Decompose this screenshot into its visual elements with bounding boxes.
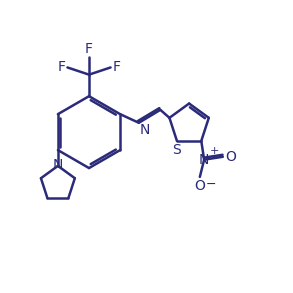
- Text: S: S: [172, 143, 181, 157]
- Text: F: F: [85, 42, 93, 56]
- Text: F: F: [113, 60, 121, 74]
- Text: N: N: [199, 153, 209, 167]
- Text: −: −: [206, 178, 216, 191]
- Text: O: O: [194, 179, 205, 193]
- Text: O: O: [225, 150, 236, 164]
- Text: N: N: [52, 158, 63, 172]
- Text: +: +: [210, 146, 219, 156]
- Text: N: N: [140, 123, 150, 137]
- Text: F: F: [57, 60, 65, 74]
